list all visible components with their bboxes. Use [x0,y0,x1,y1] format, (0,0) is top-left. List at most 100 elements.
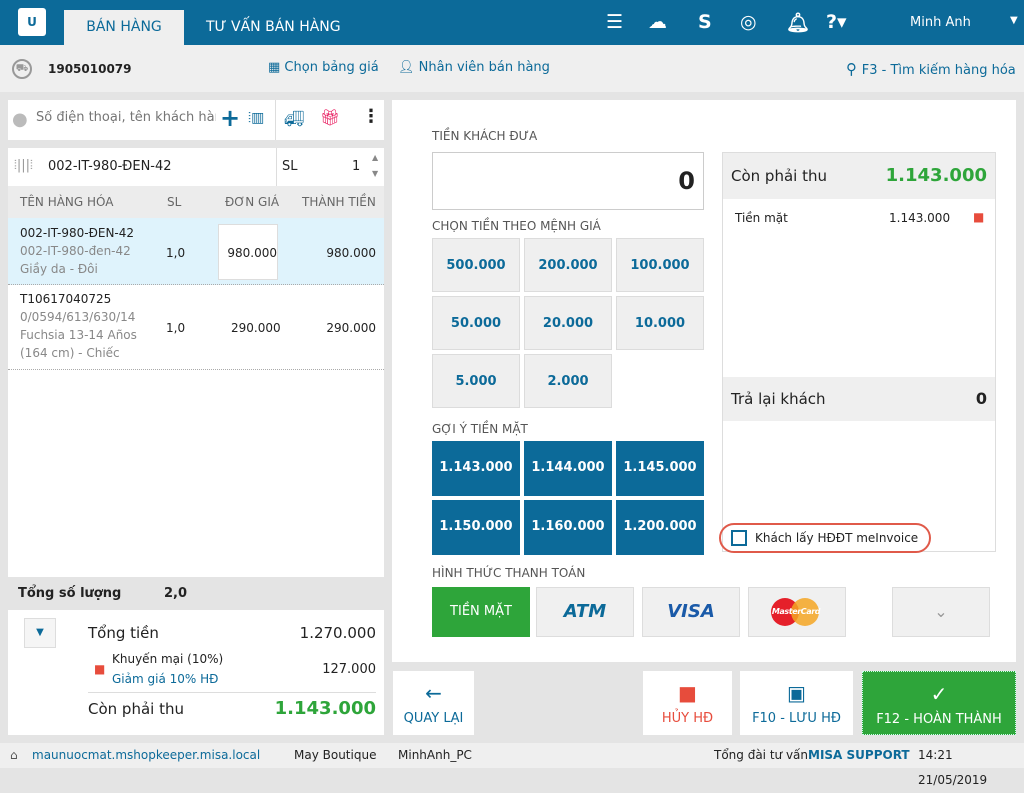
cancel-invoice-button[interactable]: ■ HỦY HĐ [643,671,732,735]
status-bar: ⌂ maunuocmat.mshopkeeper.misa.local May … [0,743,1024,787]
due-amount: 1.143.000 [885,165,987,186]
trash-icon[interactable]: ■ [94,662,106,676]
hotline[interactable]: MISA SUPPORT [808,748,910,762]
save-label: F10 - LƯU HĐ [752,711,841,726]
given-amount-input[interactable]: 0 [432,152,704,210]
denomination-button[interactable]: 50.000 [432,296,520,350]
table-row[interactable]: 002-IT-980-ĐEN-42 002-IT-980-đen-42 Giầy d… [8,218,384,285]
denomination-button[interactable]: 100.000 [616,238,704,292]
tab-tu-van[interactable]: TƯ VẤN BÁN HÀNG [206,19,341,35]
user-menu[interactable]: Minh Anh [910,15,971,30]
more-vertical-icon[interactable]: ⋮ [362,106,380,127]
cloud-sync-icon[interactable]: ☁ [648,11,667,33]
denomination-button[interactable]: 10.000 [616,296,704,350]
qty-stepper[interactable]: ▲ ▼ [372,153,379,178]
product-search-button[interactable]: ⚲ F3 - Tìm kiếm hàng hóa [846,60,1016,78]
denomination-button[interactable]: 5.000 [432,354,520,408]
denomination-button[interactable]: 500.000 [432,238,520,292]
price-list-button[interactable]: ▦ Chọn bảng giá [268,60,379,75]
method-visa-button[interactable]: VISA [642,587,740,637]
delivery-truck-icon[interactable]: 🚚︎ [284,109,305,128]
chevron-down-icon[interactable]: ▼ [1010,15,1018,26]
suggested-cash-button[interactable]: 1.143.000 [432,441,520,496]
totals-panel: ▼ Tổng tiền 1.270.000 ■ Khuyến mại (10%)… [8,610,384,735]
suggested-cash-button[interactable]: 1.160.000 [524,500,612,555]
table-header: TÊN HÀNG HÓA SL ĐƠN GIÁ THÀNH TIỀN [8,186,384,218]
total-qty: 2,0 [164,586,188,601]
back-label: QUAY LẠI [403,711,464,726]
help-icon[interactable]: ?▾ [826,11,847,33]
sub-toolbar: ⛟ 1905010079 ▦ Chọn bảng giá 👤︎ Nhân viê… [0,45,1024,92]
invoice-s-icon[interactable]: S [698,11,712,33]
item-code: 002-IT-980-ĐEN-42 [20,226,135,240]
col-total: THÀNH TIỀN [302,195,376,209]
divider [276,148,277,186]
col-price: ĐƠN GIÁ [225,195,280,209]
method-mastercard-button[interactable]: MasterCard [748,587,846,637]
einvoice-checkbox[interactable] [731,530,747,546]
barcode-card-icon[interactable]: ⦙▥ [248,110,265,126]
qty-input[interactable]: 1 [352,159,361,174]
suggested-cash-button[interactable]: 1.200.000 [616,500,704,555]
save-invoice-button[interactable]: ▣ F10 - LƯU HĐ [740,671,853,735]
price-input[interactable]: 980.000 [218,224,278,280]
item-qty: 1,0 [166,321,186,335]
denomination-button[interactable]: 20.000 [524,296,612,350]
due-amount: 1.143.000 [274,698,376,719]
item-code-input[interactable]: 002-IT-980-ĐEN-42 [48,159,172,174]
denomination-button[interactable]: 200.000 [524,238,612,292]
suggest-label: GỢI Ý TIỀN MẶT [432,422,528,436]
save-icon: ▣ [787,681,806,705]
cancel-label: HỦY HĐ [661,711,714,726]
store-url[interactable]: maunuocmat.mshopkeeper.misa.local [32,748,261,762]
divider [275,100,276,140]
customer-search-input[interactable] [36,110,216,125]
swirl-logo-icon[interactable]: ◎ [740,11,757,33]
price-table-icon: ▦ [268,60,285,75]
denomination-grid: 500.000 200.000 100.000 50.000 20.000 10.000 5… [432,238,708,408]
given-label: TIỀN KHÁCH ĐƯA [432,129,538,143]
item-total: 290.000 [326,321,376,335]
more-methods-chevron-icon[interactable]: ⌄ [892,587,990,637]
person-icon: 👤︎ [398,60,419,75]
table-row[interactable]: T10617040725 0/0594/613/630/14 Fuchsia 13-… [8,285,384,370]
einvoice-option[interactable]: Khách lấy HĐĐT meInvoice [719,523,931,553]
user-icon: ● [12,109,28,130]
payment-panel: TIỀN KHÁCH ĐƯA 0 CHỌN TIỀN THEO MỆNH GIÁ… [392,100,1016,662]
top-header: U BÁN HÀNG TƯ VẤN BÁN HÀNG ☰ ☁ S ◎ 🔔︎ ?▾… [0,0,1024,45]
mastercard-logo-icon [791,598,819,626]
add-customer-icon[interactable]: + [220,104,241,132]
pc-name: MinhAnh_PC [398,748,472,762]
divider [88,692,376,693]
back-button[interactable]: ← QUAY LẠI [393,671,474,735]
denomination-button[interactable]: 2.000 [524,354,612,408]
bell-icon[interactable]: 🔔︎ [786,12,811,34]
expand-toggle-icon[interactable]: ▼ [24,618,56,648]
method-atm-button[interactable]: ATM [536,587,634,637]
item-qty: 1,0 [166,246,186,260]
item-sku: 0/0594/613/630/14 [20,310,136,324]
finish-button[interactable]: ✓ F12 - HOÀN THÀNH [862,671,1016,735]
method-cash-button[interactable]: TIỀN MẶT [432,587,530,637]
cash-label: Tiền mặt [735,211,788,225]
menu-icon[interactable]: ☰ [606,11,624,33]
suggested-cash-button[interactable]: 1.150.000 [432,500,520,555]
denom-label: CHỌN TIỀN THEO MỆNH GIÁ [432,219,601,233]
col-qty: SL [167,195,182,209]
salesperson-button[interactable]: 👤︎ Nhân viên bán hàng [398,60,550,75]
promo-label: Khuyến mại (10%) [112,652,224,666]
promo-amount: 127.000 [322,662,376,677]
tab-ban-hang[interactable]: BÁN HÀNG [64,10,184,45]
total-qty-label: Tổng số lượng [18,586,122,601]
change-label: Trả lại khách [731,390,826,408]
trash-icon[interactable]: ■ [973,210,985,224]
item-price: 290.000 [231,321,281,335]
suggested-cash-button[interactable]: 1.144.000 [524,441,612,496]
payment-summary-box: Còn phải thu 1.143.000 Tiền mặt 1.143.00… [719,152,996,553]
suggested-cash-button[interactable]: 1.145.000 [616,441,704,496]
gift-icon[interactable]: 🎁︎ [320,108,341,127]
item-list: 002-IT-980-ĐEN-42 002-IT-980-đen-42 Giầy d… [8,218,384,577]
item-code: T10617040725 [20,292,112,306]
app-logo-icon: U [18,8,46,36]
datetime: 14:21 21/05/2019 [918,748,988,787]
